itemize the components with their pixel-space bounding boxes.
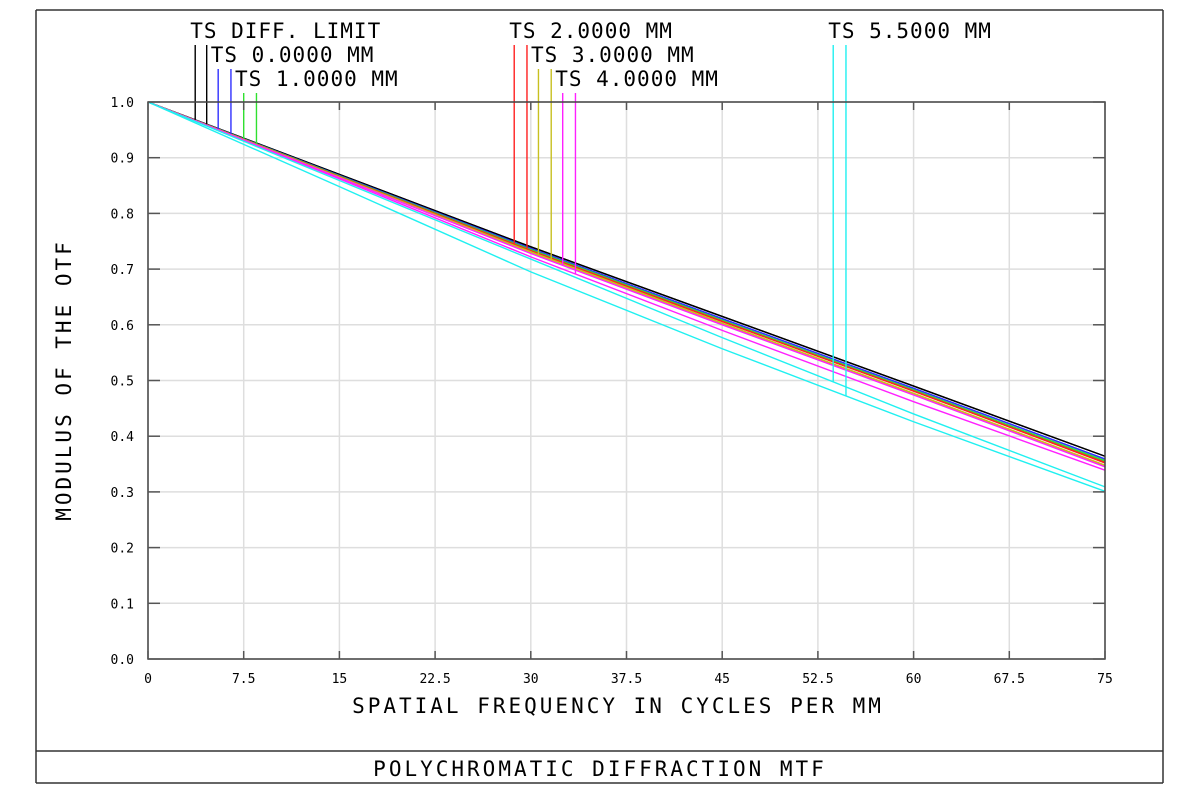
- curves: [147, 101, 1106, 493]
- x-tick-label: 37.5: [611, 672, 642, 687]
- y-tick-label: 0.8: [111, 207, 134, 222]
- y-tick-label: 1.0: [111, 96, 134, 111]
- y-tick-label: 0.1: [111, 597, 134, 612]
- y-tick-label: 0.4: [111, 430, 135, 445]
- legend-label: TS 0.0000 MM: [211, 43, 375, 67]
- x-tick-label: 52.5: [802, 672, 833, 687]
- x-tick-label: 15: [332, 672, 348, 687]
- chart-title: POLYCHROMATIC DIFFRACTION MTF: [373, 757, 827, 781]
- x-axis-label: SPATIAL FREQUENCY IN CYCLES PER MM: [352, 694, 884, 718]
- grid: [147, 101, 1106, 660]
- y-tick-label: 0.5: [111, 375, 134, 390]
- legend-markers: [194, 45, 847, 396]
- y-tick-label: 0.3: [111, 486, 134, 501]
- x-tick-label: 22.5: [419, 672, 450, 687]
- series-line-6-T: [147, 101, 1106, 488]
- x-tick-label: 67.5: [994, 672, 1025, 687]
- ticks: 0 7.5 15 22.5 30 37.5 45 52.5 60 67.5 75 0.0 0.1 0.2 0…: [111, 96, 1113, 687]
- x-tick-label: 7.5: [232, 672, 255, 687]
- series-line-5-S: [147, 101, 1106, 471]
- legend-label: TS 4.0000 MM: [555, 67, 719, 91]
- y-axis-label: MODULUS OF THE OTF: [52, 239, 76, 521]
- x-tick-label: 60: [906, 672, 922, 687]
- legend-label: TS 1.0000 MM: [235, 67, 399, 91]
- legend-label: TS 3.0000 MM: [531, 43, 695, 67]
- x-tick-label: 75: [1097, 672, 1113, 687]
- chart-frame: [35, 9, 1164, 784]
- y-tick-label: 0.7: [111, 263, 134, 278]
- series-line-5-T: [147, 101, 1106, 468]
- y-tick-label: 0.9: [111, 152, 134, 167]
- series-line-6-S: [147, 101, 1106, 493]
- series-line-0-S: [147, 101, 1106, 457]
- y-tick-label: 0.2: [111, 542, 134, 557]
- y-tick-label: 0.6: [111, 319, 134, 334]
- y-tick-label: 0.0: [111, 653, 134, 668]
- x-tick-label: 45: [714, 672, 730, 687]
- legend-label: TS 2.0000 MM: [509, 19, 673, 43]
- x-tick-label: 30: [523, 672, 539, 687]
- legend-label: TS 5.5000 MM: [828, 19, 992, 43]
- legend-label: TS DIFF. LIMIT: [190, 19, 381, 43]
- x-tick-label: 0: [144, 672, 152, 687]
